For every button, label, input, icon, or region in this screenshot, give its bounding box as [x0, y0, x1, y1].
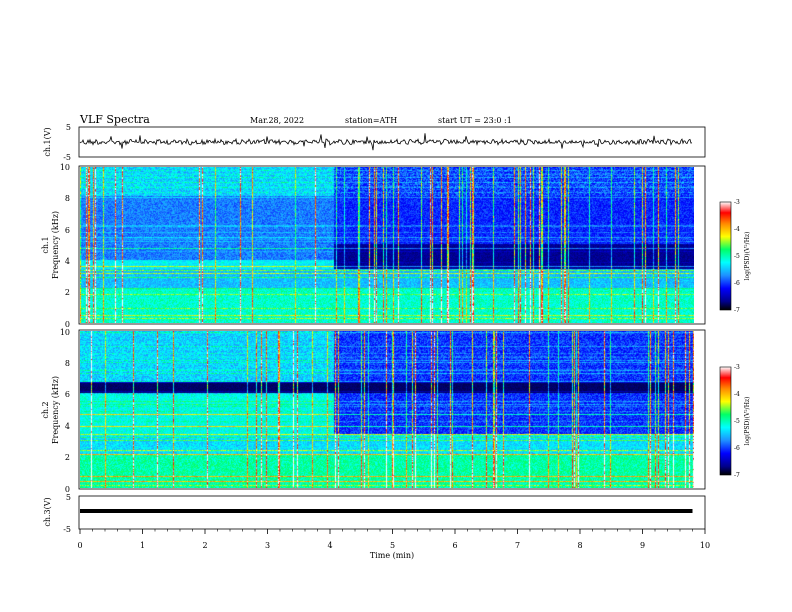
x-tick-label: 4 — [327, 541, 332, 550]
x-tick-label: 3 — [265, 541, 270, 550]
ch1-waveform-panel: 5 -5 ch.1(V) — [43, 123, 706, 162]
ch2-spec-frame — [78, 329, 706, 490]
ch2-spectrogram-panel: 0 2 4 6 8 10 ch.2Frequency (kHz) — [41, 328, 706, 494]
start-ut-label: start UT = 23:0 :1 — [438, 116, 512, 125]
x-tick-label: 0 — [77, 541, 82, 550]
x-axis-label: Time (min) — [370, 551, 414, 560]
ch2-ytick-8: 8 — [65, 359, 70, 368]
ch1-colorbar-label: log(PSD)(V²/Hz) — [744, 232, 751, 281]
ch3-ylabel: ch.3(V) — [43, 497, 52, 526]
ch1-ytick-8: 8 — [65, 194, 70, 203]
ch1-waveform-line — [79, 133, 693, 151]
ch1-cb-tick-7: -7 — [734, 307, 740, 314]
ch2-cb-tick-4: -4 — [734, 391, 740, 398]
ch1-spectrogram-panel: 0 2 4 6 8 10 ch.1Frequency (kHz) — [41, 163, 706, 329]
chart-title: VLF Spectra — [79, 113, 150, 126]
ch2-colorbar-gradient — [719, 366, 732, 476]
x-tick-label: 2 — [202, 541, 207, 550]
ch2-colorbar: -3 -4 -5 -6 -7 log(PSD)(V²/Hz) — [719, 364, 751, 479]
ch1-cb-tick-5: -5 — [734, 253, 740, 260]
ch1-ytick-2: 2 — [65, 288, 70, 297]
x-tick-label: 1 — [140, 541, 145, 550]
ch1-ylabel-channel: ch.1Frequency (kHz) — [41, 211, 60, 279]
x-tick-label: 7 — [515, 541, 520, 550]
ch2-ytick-4: 4 — [65, 422, 70, 431]
ch1-cb-tick-4: -4 — [734, 226, 740, 233]
ch1-ytick-10: 10 — [60, 163, 70, 172]
ch1-ytick-0: 0 — [65, 320, 70, 329]
ch2-ytick-6: 6 — [65, 390, 70, 399]
ch1-ytick-6: 6 — [65, 226, 70, 235]
date-label: Mar.28, 2022 — [250, 116, 304, 125]
ch2-ytick-2: 2 — [65, 453, 70, 462]
ch1-colorbar-gradient — [719, 201, 732, 311]
ch1-cb-tick-6: -6 — [734, 280, 740, 287]
ch1-ytick-5: 5 — [66, 123, 71, 132]
x-tick-label: 10 — [700, 541, 710, 550]
ch3-waveform-panel: 5 -5 ch.3(V) — [43, 493, 706, 534]
ch1-spectrogram-image — [80, 167, 694, 323]
ch3-ytick-neg5: -5 — [63, 525, 71, 534]
ch2-ytick-0: 0 — [65, 485, 70, 494]
ch1-cb-tick-3: -3 — [734, 199, 740, 206]
x-tick-label: 8 — [577, 541, 582, 550]
ch1-ytick-neg5: -5 — [63, 153, 71, 162]
x-tick-label: 9 — [640, 541, 645, 550]
ch2-spectrogram-image — [80, 331, 694, 488]
station-label: station=ATH — [345, 116, 397, 125]
ch2-cb-tick-5: -5 — [734, 418, 740, 425]
ch2-cb-tick-3: -3 — [734, 364, 740, 371]
ch1-colorbar: -3 -4 -5 -6 -7 log(PSD)(V²/Hz) — [719, 199, 751, 314]
ch3-ytick-5: 5 — [66, 493, 71, 502]
ch2-ylabel-channel: ch.2Frequency (kHz) — [41, 376, 60, 444]
ch2-ytick-10: 10 — [60, 328, 70, 337]
ch1-spec-frame — [78, 165, 706, 325]
ch1-ylabel: ch.1(V) — [43, 127, 52, 156]
x-tick-label: 6 — [452, 541, 457, 550]
ch2-cb-tick-6: -6 — [734, 445, 740, 452]
x-tick-label: 5 — [390, 541, 395, 550]
x-axis: 0 1 2 3 4 5 6 7 8 9 10 — [77, 529, 710, 550]
ch2-colorbar-label: log(PSD)(V²/Hz) — [744, 397, 751, 446]
ch1-ytick-4: 4 — [65, 257, 70, 266]
ch2-cb-tick-7: -7 — [734, 472, 740, 479]
